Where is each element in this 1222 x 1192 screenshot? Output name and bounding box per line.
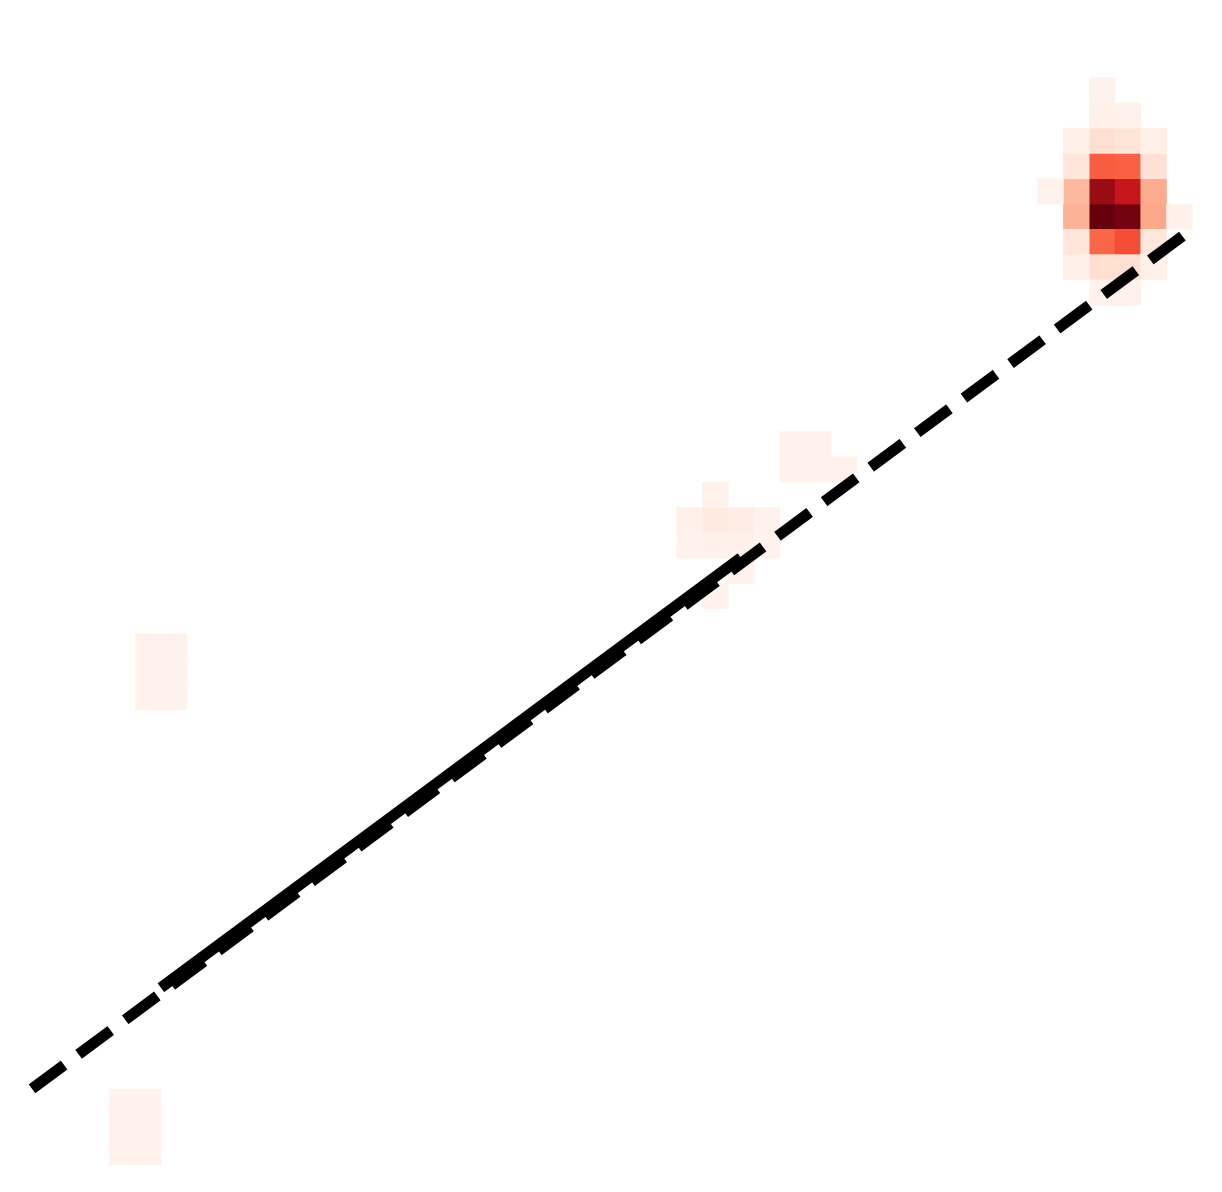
heatmap-cell [135,1114,162,1141]
heatmap-cell [1088,127,1116,154]
heatmap-cell [135,684,162,711]
overlay-lines [28,224,1196,1094]
heatmap-cell [1037,178,1064,205]
heatmap-cell [702,481,729,508]
heatmap-cell [109,1139,136,1166]
heatmap-cell [1140,178,1167,205]
heatmap-cell [1140,127,1167,154]
heatmap-cell [109,1114,136,1141]
heatmap-cell [753,507,781,534]
heatmap-cell [728,507,755,534]
heatmap-cell [805,456,832,483]
heatmap-cell [1088,178,1116,205]
heatmap-cell [1063,229,1090,255]
heatmap-cell [702,532,729,559]
heatmap-cell [160,658,188,685]
heatmap-cell [1063,153,1090,180]
heatmap-cell [1063,178,1090,205]
heatmap-cell [779,456,806,483]
heatmap-cell [1088,203,1116,230]
heatmap-cell [1088,254,1116,281]
heatmap-cell [135,658,162,685]
heatmap-cell [702,507,729,534]
heatmap-cell [135,1088,162,1115]
heatmap-cell [1114,102,1142,129]
heatmap-cell [1063,254,1090,281]
heatmap-cell [805,431,832,458]
dashed-reference-line [28,224,1196,1094]
heatmap-cell [1114,178,1142,205]
heatmap-cell [160,633,188,660]
heatmap-cell [676,532,703,559]
heatmap-cell [1114,229,1142,255]
heatmap-cell [1114,153,1142,180]
heatmap-cell [160,684,188,711]
heatmap-cell [135,633,162,660]
heatmap-cell [109,1088,136,1115]
heatmap-cell [1088,102,1116,129]
heatmap-cell [1088,153,1116,180]
heatmap-cell [676,507,703,534]
heatmap-cell [135,1139,162,1166]
heatmap-cell [1063,203,1090,230]
heatmap-cell [1088,77,1116,104]
heatmap-cell [779,431,806,458]
heatmap-cell [1140,153,1167,180]
heatmap-cell [1114,127,1142,154]
heatmap-cell [1063,127,1090,154]
heatmap-cell [1140,203,1167,230]
heatmap-cell [1166,203,1193,230]
heatmap-cell [1088,229,1116,255]
heatmap-cell [1114,203,1142,230]
